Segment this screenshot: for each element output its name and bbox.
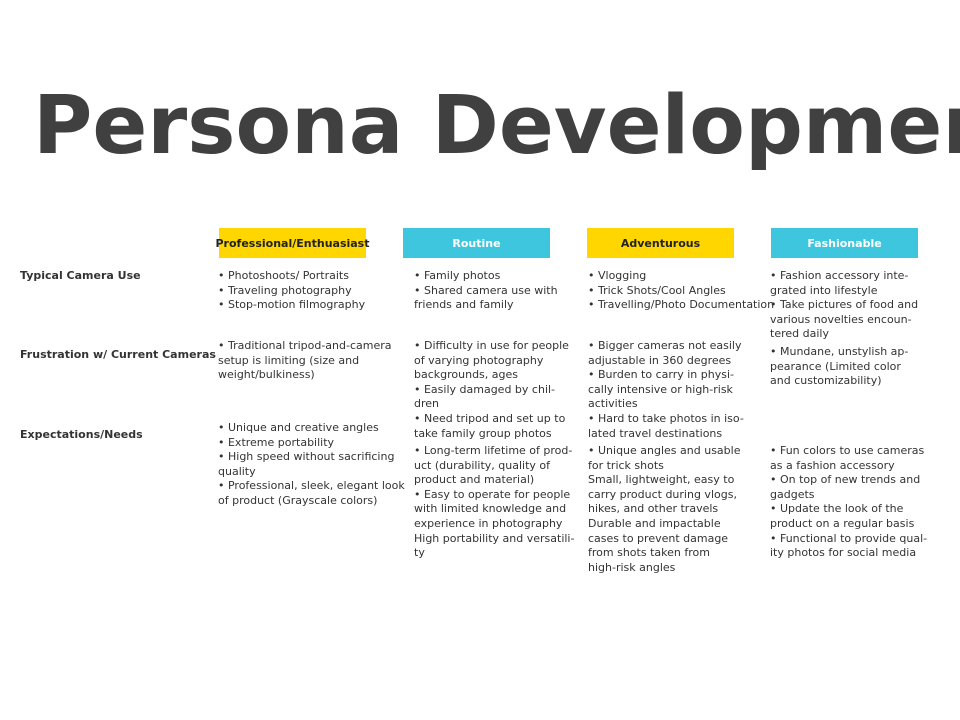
cell-professional-frustration: • Traditional tripod-and-camera setup is … <box>218 339 392 383</box>
cell-line: • Need tripod and set up to <box>414 411 566 425</box>
cell-adventurous-frustration: • Bigger cameras not easily adjustable in… <box>588 339 744 441</box>
cell-line: high-risk angles <box>588 560 676 574</box>
cell-line: of product (Grayscale colors) <box>218 493 378 507</box>
cell-line: experience in photography <box>414 516 563 530</box>
cell-line: as a fashion accessory <box>770 458 895 472</box>
row-label-expectations: Expectations/Needs <box>20 428 143 441</box>
cell-line: • Easily damaged by chil- <box>414 382 556 396</box>
cell-routine-expectations: • Long-term lifetime of prod-uct (durabi… <box>414 444 574 561</box>
cell-line: • Mundane, unstylish ap- <box>770 345 909 358</box>
cell-line: grated into lifestyle <box>770 283 878 297</box>
cell-fashionable-frustration: • Mundane, unstylish ap-pearance (Limite… <box>770 345 908 389</box>
cell-line: High portability and versatili- <box>414 531 575 545</box>
cell-line: friends and family <box>414 298 514 312</box>
cell-line: product on a regular basis <box>770 516 915 530</box>
cell-line: • Traveling photography <box>218 283 352 297</box>
cell-adventurous-use: • Vlogging • Trick Shots/Cool Angles • Tra… <box>588 269 774 313</box>
cell-fashionable-use: • Fashion accessory inte-grated into lif… <box>770 269 918 342</box>
cell-fashionable-expectations: • Fun colors to use cameras as a fashion … <box>770 444 927 561</box>
cell-professional-use: • Photoshoots/ Portraits • Traveling phot… <box>218 269 365 313</box>
cell-line: product and material) <box>414 473 535 487</box>
cell-line: cally intensive or high-risk <box>588 382 733 396</box>
cell-line: from shots taken from <box>588 546 710 560</box>
column-header-fashionable: Fashionable <box>771 228 918 258</box>
cell-line: dren <box>414 397 440 411</box>
cell-line: • Update the look of the <box>770 502 904 516</box>
cell-line: • On top of new trends and <box>770 473 921 487</box>
cell-line: of varying photography <box>414 353 544 367</box>
cell-line: uct (durability, quality of <box>414 458 551 472</box>
cell-line: • Functional to provide qual- <box>770 531 928 545</box>
cell-line: setup is limiting (size and <box>218 353 360 367</box>
cell-line: various novelties encoun- <box>770 312 912 326</box>
cell-line: cases to prevent damage <box>588 531 729 545</box>
cell-line: gadgets <box>770 487 815 501</box>
cell-line: • Take pictures of food and <box>770 298 919 312</box>
cell-adventurous-expectations: • Unique angles and usable for trick shot… <box>588 444 740 575</box>
cell-line: and customizability) <box>770 374 882 388</box>
cell-line: for trick shots <box>588 458 664 472</box>
cell-line: backgrounds, ages <box>414 368 519 382</box>
cell-line: ity photos for social media <box>770 546 917 560</box>
column-header-routine: Routine <box>403 228 550 258</box>
cell-line: • Difficulty in use for people <box>414 339 569 352</box>
cell-line: • Photoshoots/ Portraits <box>218 269 349 282</box>
cell-line: carry product during vlogs, <box>588 487 737 501</box>
cell-line: • Unique and creative angles <box>218 421 379 434</box>
cell-line: • Professional, sleek, elegant look <box>218 479 405 493</box>
cell-line: • Extreme portability <box>218 435 335 449</box>
cell-line: Durable and impactable <box>588 516 721 530</box>
cell-line: ty <box>414 546 425 560</box>
row-label-frustration: Frustration w/ Current Cameras <box>20 348 216 361</box>
cell-line: • Vlogging <box>588 269 647 282</box>
cell-line: take family group photos <box>414 426 552 440</box>
cell-line: activities <box>588 397 638 411</box>
cell-line: quality <box>218 464 256 478</box>
cell-line: • High speed without sacrificing <box>218 450 395 464</box>
cell-line: • Travelling/Photo Documentation <box>588 298 775 312</box>
cell-line: • Hard to take photos in iso- <box>588 411 744 425</box>
column-header-adventurous: Adventurous <box>587 228 734 258</box>
cell-line: • Fun colors to use cameras <box>770 444 925 457</box>
column-header-professional: Professional/Enthuasiast <box>216 228 370 258</box>
cell-line: • Unique angles and usable <box>588 444 741 457</box>
cell-line: • Fashion accessory inte- <box>770 269 909 282</box>
cell-line: lated travel destinations <box>588 426 723 440</box>
cell-line: with limited knowledge and <box>414 502 567 516</box>
cell-line: pearance (Limited color <box>770 359 901 373</box>
cell-line: • Shared camera use with <box>414 283 558 297</box>
cell-line: Small, lightweight, easy to <box>588 473 735 487</box>
row-label-typical-camera-use: Typical Camera Use <box>20 269 141 282</box>
cell-line: • Trick Shots/Cool Angles <box>588 283 726 297</box>
cell-line: • Bigger cameras not easily <box>588 339 742 352</box>
page-title: Persona Development <box>33 79 960 173</box>
cell-line: tered daily <box>770 327 829 341</box>
cell-routine-use: • Family photos • Shared camera use with f… <box>414 269 558 313</box>
cell-line: • Family photos <box>414 269 501 282</box>
cell-line: adjustable in 360 degrees <box>588 353 732 367</box>
cell-line: hikes, and other travels <box>588 502 719 516</box>
cell-line: • Easy to operate for people <box>414 487 571 501</box>
cell-routine-frustration: • Difficulty in use for people of varying… <box>414 339 569 441</box>
cell-line: • Burden to carry in physi- <box>588 368 734 382</box>
cell-line: • Traditional tripod-and-camera <box>218 339 392 352</box>
cell-line: • Stop-motion filmography <box>218 298 366 312</box>
cell-line: • Long-term lifetime of prod- <box>414 444 573 457</box>
cell-line: weight/bulkiness) <box>218 368 315 382</box>
cell-professional-expectations: • Unique and creative angles • Extreme po… <box>218 421 405 509</box>
